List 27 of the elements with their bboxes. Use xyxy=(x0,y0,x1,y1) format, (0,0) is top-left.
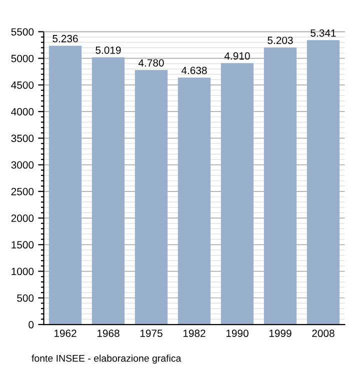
data-label: 5.236 xyxy=(52,34,78,42)
y-tick-label: 500 xyxy=(17,294,34,302)
y-tick-label: 4500 xyxy=(11,81,34,89)
x-tick-label: 1982 xyxy=(183,330,206,338)
y-tick-label: 1000 xyxy=(12,268,34,276)
x-tick-label: 1990 xyxy=(226,330,248,338)
y-tick-label: 1500 xyxy=(12,241,34,249)
data-label: 5.203 xyxy=(268,36,293,44)
y-tick-label: 5500 xyxy=(11,28,34,36)
y-tick-label: 3500 xyxy=(11,134,34,142)
data-label: 4.638 xyxy=(181,66,207,74)
x-tick-label: 2008 xyxy=(312,330,334,338)
y-tick-label: 2000 xyxy=(11,214,34,222)
y-tick-label: 2500 xyxy=(11,188,34,196)
y-tick-label: 3000 xyxy=(11,161,34,169)
y-tick-label: 5000 xyxy=(11,54,34,62)
x-tick-label: 1999 xyxy=(269,330,292,338)
data-label: 5.341 xyxy=(310,29,336,37)
source-note: fonte INSEE - elaborazione grafica xyxy=(32,354,182,364)
data-label: 5.019 xyxy=(96,46,121,54)
x-tick-label: 1962 xyxy=(54,330,76,338)
y-tick-label: 4000 xyxy=(11,108,34,116)
y-tick-label: 0 xyxy=(28,321,34,328)
x-tick-label: 1968 xyxy=(97,330,120,338)
data-label: 4.780 xyxy=(138,59,164,67)
x-tick-label: 1975 xyxy=(140,330,162,338)
data-label: 4.910 xyxy=(224,52,250,60)
